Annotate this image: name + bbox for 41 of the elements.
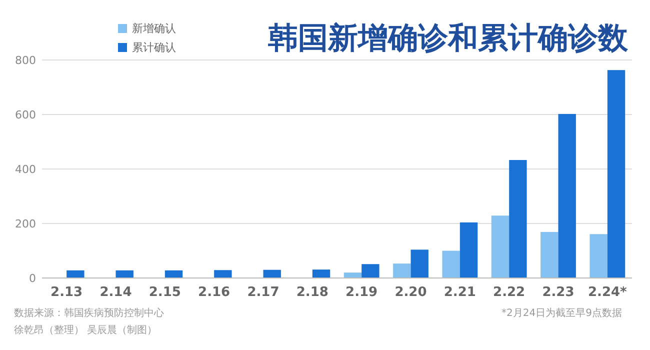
bar — [558, 114, 576, 278]
bar — [590, 234, 608, 278]
bar — [393, 264, 411, 278]
chart-title: 韩国新增确诊和累计确诊数 — [267, 21, 629, 56]
bar — [607, 70, 626, 278]
x-tick-label: 2.14 — [100, 285, 132, 300]
x-tick-label: 2.24* — [588, 285, 628, 300]
x-tick-label: 2.19 — [346, 285, 378, 300]
x-tick-label: 2.15 — [148, 285, 181, 300]
x-tick-label: 2.21 — [444, 285, 476, 300]
y-tick-label: 400 — [15, 163, 36, 176]
legend-label: 累计确认 — [132, 41, 176, 54]
bar — [410, 250, 428, 278]
bar — [344, 272, 362, 278]
bar — [263, 270, 281, 278]
bar — [164, 270, 183, 278]
x-tick-label: 2.13 — [50, 285, 83, 300]
bar — [491, 216, 510, 278]
text: *2月24日为截至早9点数据 — [502, 307, 622, 319]
x-tick-label: 2.23 — [542, 285, 574, 300]
x-tick-label: 2.22 — [493, 285, 526, 300]
x-tick-label: 2.16 — [198, 285, 230, 300]
bar — [66, 270, 84, 278]
bar — [362, 264, 380, 278]
x-tick-label: 2.20 — [394, 285, 427, 300]
y-tick-label: 200 — [15, 218, 36, 230]
bar — [540, 232, 558, 278]
y-tick-label: 800 — [15, 54, 36, 67]
y-tick-label: 600 — [15, 108, 36, 122]
bar — [116, 270, 134, 278]
bar — [460, 222, 478, 278]
bar — [214, 270, 232, 278]
source-note: 数据来源：韩国疾病预防控制中心 — [14, 307, 164, 319]
x-tick-label: 2.18 — [296, 285, 328, 300]
bar — [312, 270, 330, 278]
legend-label: 新增确认 — [132, 22, 176, 35]
x-tick-label: 2.17 — [247, 285, 280, 300]
bar — [442, 250, 460, 278]
bar — [509, 160, 527, 278]
text: 徐乾昂（整理） 吴辰晨（制图） — [14, 324, 158, 336]
y-tick-label: 0 — [29, 272, 36, 285]
